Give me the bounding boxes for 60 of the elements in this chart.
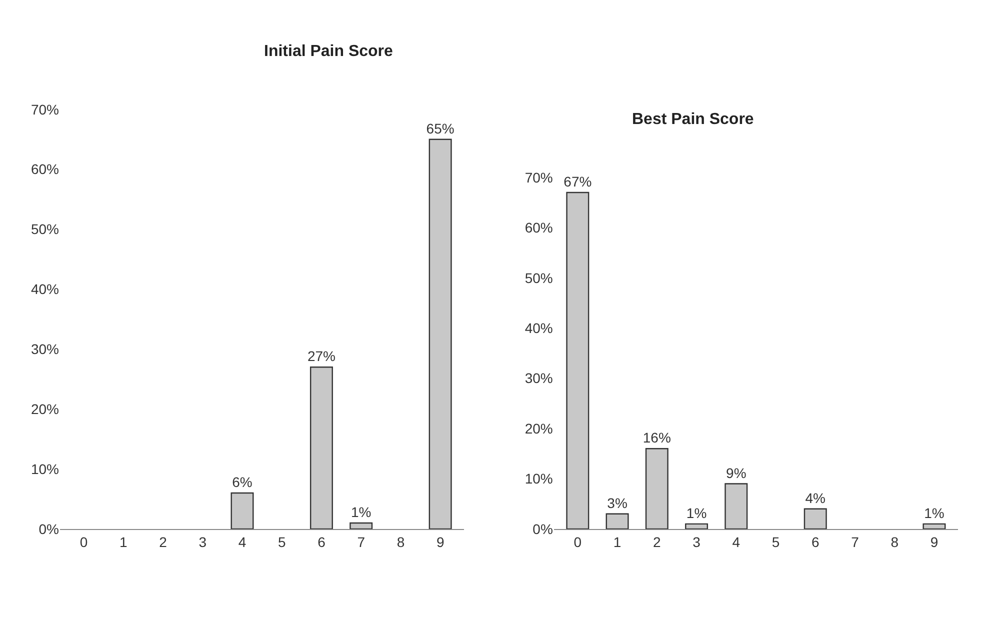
y-tick-label: 0% [532, 520, 553, 537]
x-tick-label: 1 [613, 534, 622, 550]
y-tick-label: 20% [30, 400, 59, 417]
bar [428, 138, 452, 529]
data-label: 16% [642, 430, 671, 446]
data-label: 3% [607, 494, 628, 511]
x-tick-label: 5 [772, 534, 780, 550]
x-tick-label: 8 [396, 534, 405, 550]
bar [724, 483, 748, 529]
y-tick-label: 10% [30, 460, 59, 477]
data-label: 65% [426, 120, 454, 136]
chart-title: Best Pain Score [632, 111, 754, 128]
x-tick-label: 0 [574, 534, 582, 550]
bar [804, 508, 827, 529]
x-tick-label: 2 [653, 534, 662, 550]
y-tick-label: 30% [30, 341, 59, 358]
x-tick-label: 2 [159, 534, 168, 550]
x-tick-label: 6 [811, 534, 820, 550]
y-tick-label: 30% [524, 370, 553, 386]
x-tick-label: 3 [692, 534, 701, 550]
y-tick-label: 50% [30, 221, 59, 238]
x-tick-label: 9 [930, 534, 938, 550]
x-tick-label: 1 [119, 534, 128, 550]
data-label: 9% [726, 464, 746, 481]
y-tick-label: 10% [524, 470, 553, 487]
x-tick-label: 3 [198, 534, 207, 550]
x-tick-label: 4 [238, 534, 246, 550]
y-tick-label: 20% [524, 420, 553, 436]
bar [310, 366, 333, 529]
data-label: 1% [350, 504, 372, 520]
data-label: 27% [307, 348, 336, 364]
x-tick-label: 7 [357, 534, 366, 550]
x-tick-label: 9 [436, 534, 444, 550]
y-tick-label: 50% [524, 270, 553, 286]
bar [606, 513, 629, 529]
y-tick-label: 40% [524, 320, 553, 336]
bar [350, 522, 373, 529]
bar [230, 492, 254, 529]
data-label: 1% [924, 504, 944, 521]
x-tick-label: 7 [851, 534, 860, 550]
bar [645, 448, 668, 529]
data-label: 4% [805, 490, 826, 506]
x-tick-label: 4 [732, 534, 740, 550]
data-label: 6% [232, 474, 252, 490]
x-tick-label: 6 [318, 534, 326, 550]
y-tick-label: 60% [524, 220, 553, 236]
data-label: 67% [564, 173, 592, 190]
bar [685, 523, 708, 529]
x-tick-label: 0 [80, 534, 88, 550]
bar [922, 523, 946, 529]
bar [566, 192, 590, 529]
y-tick-label: 0% [38, 520, 59, 537]
y-tick-label: 70% [524, 169, 553, 186]
y-tick-label: 40% [30, 281, 59, 298]
x-tick-label: 8 [890, 534, 899, 550]
data-label: 1% [686, 504, 707, 521]
chart-title: Initial Pain Score [264, 43, 394, 60]
y-tick-label: 60% [30, 161, 59, 178]
y-tick-label: 70% [30, 101, 59, 118]
x-tick-label: 5 [278, 534, 286, 550]
